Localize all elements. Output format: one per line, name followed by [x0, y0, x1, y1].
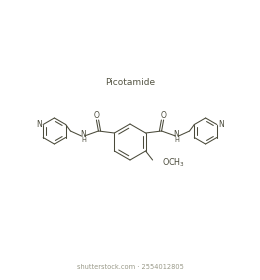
Text: OCH$_3$: OCH$_3$	[161, 157, 185, 169]
Text: N: N	[36, 120, 42, 129]
Text: O: O	[161, 111, 166, 120]
Text: shutterstock.com · 2554012805: shutterstock.com · 2554012805	[76, 264, 184, 270]
Text: H: H	[174, 137, 179, 143]
Text: Picotamide: Picotamide	[105, 78, 155, 87]
Text: N: N	[218, 120, 224, 129]
Text: O: O	[94, 111, 99, 120]
Text: N: N	[81, 130, 86, 139]
Text: H: H	[81, 137, 86, 143]
Text: N: N	[174, 130, 179, 139]
